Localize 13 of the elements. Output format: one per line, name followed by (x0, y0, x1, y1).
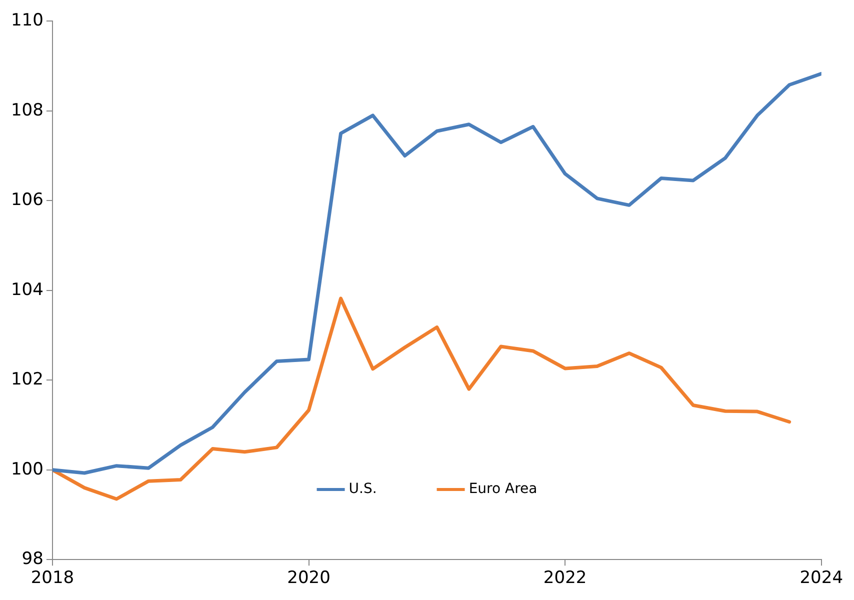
x-tick-label: 2018 (30, 568, 74, 588)
y-tick-label: 102 (10, 370, 44, 390)
y-tick-label: 110 (10, 10, 44, 31)
x-tick-label: 2024 (800, 568, 843, 588)
x-tick-label: 2020 (287, 568, 330, 588)
legend-label: Euro Area (468, 481, 538, 497)
y-tick-label: 108 (10, 100, 44, 120)
y-tick-label: 100 (10, 459, 44, 480)
y-tick-label: 106 (10, 190, 44, 210)
y-tick-label: 98 (22, 549, 44, 570)
x-tick-label: 2022 (543, 568, 587, 588)
y-tick-label: 104 (10, 280, 44, 300)
legend-label: U.S. (348, 481, 377, 497)
